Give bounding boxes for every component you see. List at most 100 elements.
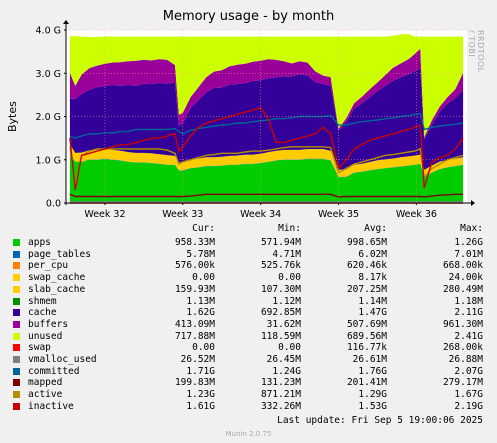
- grid: [66, 29, 467, 203]
- area-apps: [69, 153, 464, 203]
- legend-row-active: active 1.23G 871.21M 1.29G 1.67G: [13, 389, 493, 401]
- header-max: Max:: [460, 223, 483, 234]
- legend-cur: 1.62G: [186, 307, 215, 319]
- legend-name: swap: [28, 342, 51, 354]
- y-tick-label: 1.0 G: [36, 155, 62, 166]
- legend-cur: 576.00k: [174, 260, 215, 272]
- x-tick-label: Week 36: [396, 209, 437, 220]
- legend-swatch: [13, 239, 20, 246]
- legend-max: 2.19G: [454, 400, 483, 412]
- legend-avg: 1.53G: [358, 400, 387, 412]
- legend-swatch: [13, 402, 20, 410]
- legend-row-page_tables: page_tables 5.78M 4.71M 6.02M 7.01M: [13, 249, 493, 261]
- y-tick-label: 2.0 G: [36, 112, 62, 123]
- legend-max: 668.00k: [442, 260, 483, 272]
- legend-min: 0.00: [278, 272, 301, 284]
- legend-name: committed: [28, 365, 80, 377]
- legend-row-unused: unused 717.88M 118.59M 689.56M 2.41G: [13, 331, 493, 343]
- legend-avg: 1.76G: [358, 365, 387, 377]
- legend-min: 31.62M: [266, 318, 301, 330]
- x-tick-label: Week 35: [318, 209, 359, 220]
- legend-name: vmalloc_used: [28, 354, 97, 365]
- area-cache: [69, 68, 464, 170]
- legend-header: Cur: Min: Avg: Max:: [13, 223, 493, 236]
- legend-swatch: [13, 309, 20, 317]
- x-axis-arrow: [471, 200, 475, 206]
- legend-min: 131.23M: [260, 377, 301, 389]
- x-tick-label: Week 33: [162, 209, 203, 220]
- legend-max: 1.26G: [454, 237, 483, 248]
- legend-max: 2.11G: [454, 307, 483, 319]
- legend-row-per_cpu: per_cpu 576.00k 525.76k 620.46k 668.00k: [13, 260, 493, 272]
- legend-swatch: [13, 262, 20, 270]
- line-inactive: [69, 106, 464, 191]
- legend-row-shmem: shmem 1.13M 1.12M 1.14M 1.18M: [13, 296, 493, 308]
- legend-row-cache: cache 1.62G 692.85M 1.47G 2.11G: [13, 307, 493, 319]
- legend-min: 107.30M: [260, 283, 301, 295]
- legend-swatch: [13, 332, 20, 340]
- legend-cur: 199.83M: [174, 377, 215, 389]
- legend-min: 525.76k: [260, 260, 301, 272]
- munin-version: Munin 2.0.75: [225, 430, 272, 438]
- legend-max: 1.18M: [454, 295, 483, 307]
- legend-row-inactive: inactive 1.61G 332.26M 1.53G 2.19G: [13, 401, 493, 413]
- area-buffers: [69, 48, 464, 140]
- legend-avg: 1.47G: [358, 307, 387, 319]
- legend-swatch: [13, 391, 20, 399]
- legend-cur: 1.13M: [186, 295, 215, 307]
- legend-min: 118.59M: [260, 330, 301, 342]
- legend-swatch: [13, 274, 20, 282]
- legend-name: slab_cache: [28, 283, 86, 295]
- legend-min: 332.26M: [260, 400, 301, 412]
- legend-avg: 207.25M: [346, 283, 387, 295]
- legend-avg: 1.14M: [358, 295, 387, 307]
- legend-cur: 1.61G: [186, 400, 215, 412]
- y-tick-label: 4.0 G: [36, 26, 62, 37]
- legend-max: 2.41G: [454, 330, 483, 342]
- stacked-areas: [69, 34, 464, 203]
- legend-avg: 689.56M: [346, 330, 387, 342]
- legend-row-mapped: mapped 199.83M 131.23M 201.41M 279.17M: [13, 377, 493, 389]
- legend-avg: 998.65M: [346, 237, 387, 248]
- y-tick-label: 0.0: [46, 199, 61, 210]
- legend-max: 26.88M: [448, 354, 483, 365]
- legend-swatch: [13, 344, 20, 352]
- legend-row-buffers: buffers 413.09M 31.62M 507.69M 961.30M: [13, 319, 493, 331]
- legend-row-slab_cache: slab_cache 159.93M 107.30M 207.25M 280.49M: [13, 284, 493, 296]
- legend-min: 26.45M: [266, 354, 301, 365]
- legend-swatch: [13, 285, 20, 293]
- legend-max: 280.49M: [442, 283, 483, 295]
- memory-area-chart: 0.0 1.0 G 2.0 G 3.0 G 4.0 G Week 32 Week 33 Wee…: [36, 20, 475, 220]
- x-tick-label: Week 32: [84, 209, 125, 220]
- legend-max: 961.30M: [442, 318, 483, 330]
- legend-max: 24.00k: [448, 272, 483, 284]
- legend-min: 692.85M: [260, 307, 301, 319]
- y-tick-label: 3.0 G: [36, 69, 62, 80]
- legend-cur: 159.93M: [174, 283, 215, 295]
- legend-min: 571.94M: [260, 237, 301, 248]
- legend-row-apps: apps 958.33M 571.94M 998.65M 1.26G: [13, 237, 493, 249]
- legend-row-committed: committed 1.71G 1.24G 1.76G 2.07G: [13, 366, 493, 378]
- legend-cur: 0.00: [192, 272, 215, 284]
- legend-cur: 413.09M: [174, 318, 215, 330]
- legend-avg: 8.17k: [358, 272, 387, 284]
- legend-min: 871.21M: [260, 389, 301, 401]
- legend-max: 268.00k: [442, 342, 483, 354]
- legend-name: swap_cache: [28, 272, 86, 284]
- legend-swatch: [13, 250, 20, 258]
- legend-swatch: [13, 297, 20, 305]
- legend-cur: 5.78M: [186, 248, 215, 260]
- x-tick-label: Week 34: [240, 209, 281, 220]
- legend-avg: 507.69M: [346, 318, 387, 330]
- legend-name: page_tables: [28, 248, 91, 260]
- legend-avg: 26.61M: [352, 354, 387, 365]
- legend-cur: 0.00: [192, 342, 215, 354]
- axes: 0.0 1.0 G 2.0 G 3.0 G 4.0 G Week 32 Week 33 Wee…: [36, 20, 475, 220]
- line-active: [69, 146, 464, 186]
- legend-min: 1.24G: [272, 365, 301, 377]
- area-slab_cache: [69, 144, 464, 177]
- legend-cur: 1.71G: [186, 365, 215, 377]
- header-avg: Avg:: [364, 223, 387, 234]
- legend-name: active: [28, 389, 63, 401]
- legend-name: apps: [28, 237, 51, 248]
